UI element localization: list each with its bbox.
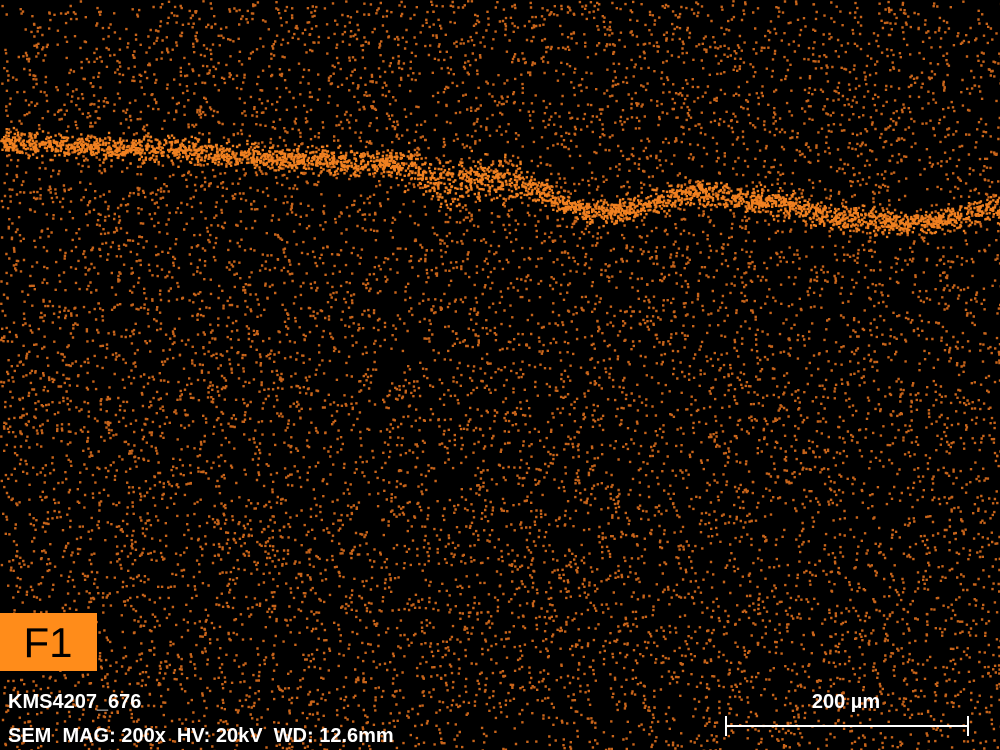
element-band-dots	[0, 126, 1000, 239]
acquisition-info: SEM MAG: 200x HV: 20kV WD: 12.6mm	[8, 725, 394, 747]
sample-id: KMS4207_676	[8, 691, 141, 713]
map-label-box	[0, 613, 97, 671]
scale-bar-label: 200 µm	[812, 691, 880, 713]
scale-bar	[725, 716, 969, 736]
map-label: F1	[23, 619, 72, 666]
